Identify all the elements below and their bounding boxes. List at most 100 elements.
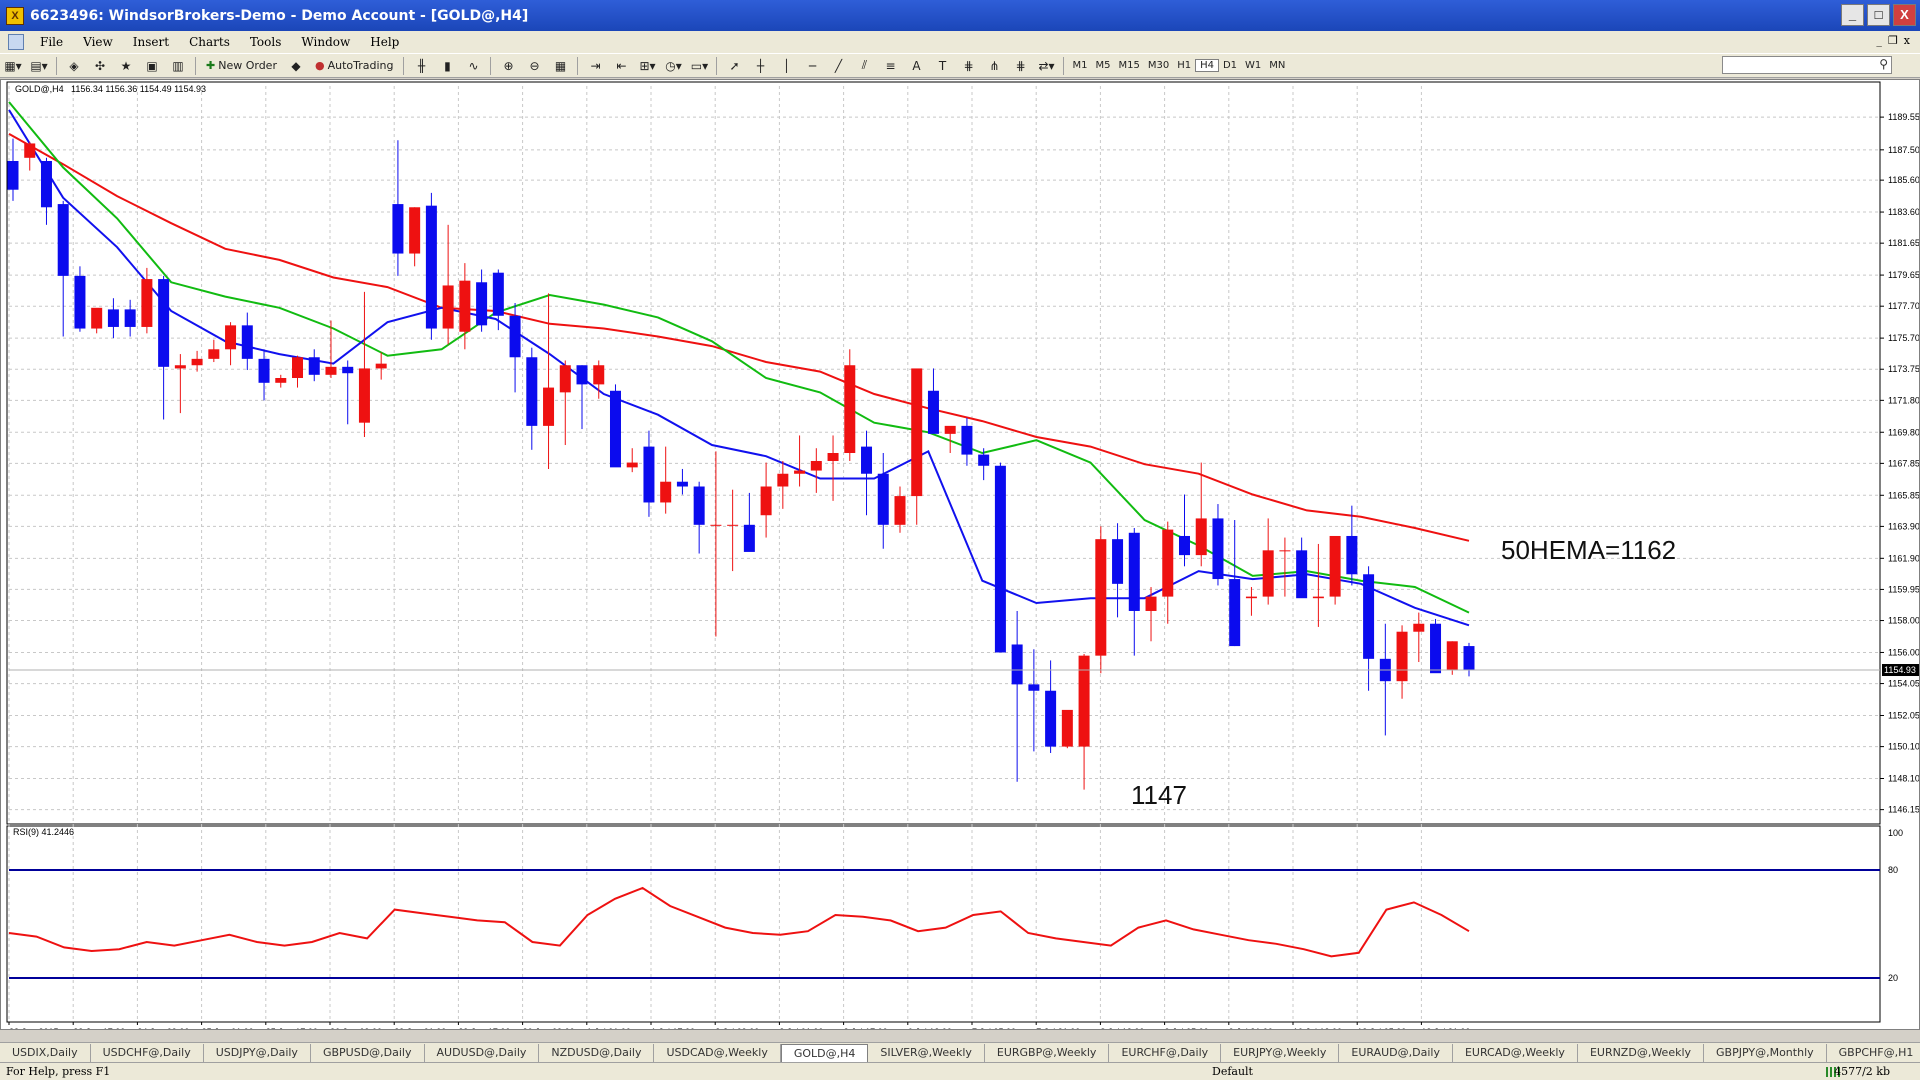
candle-body bbox=[978, 454, 990, 466]
chart-tab[interactable]: GOLD@,H4 bbox=[780, 1043, 869, 1062]
menu-window[interactable]: Window bbox=[301, 35, 351, 49]
timeframe-h4[interactable]: H4 bbox=[1195, 59, 1219, 72]
timeframe-d1[interactable]: D1 bbox=[1222, 60, 1238, 71]
chart-tab[interactable]: EURAUD@,Daily bbox=[1339, 1043, 1453, 1062]
profiles-icon[interactable]: ▤▾ bbox=[30, 58, 48, 73]
chart-tab[interactable]: EURGBP@,Weekly bbox=[985, 1043, 1110, 1062]
price-chart[interactable]: 1189.55 1187.50 1185.60 1183.60 1181.65 1179.… bbox=[1, 80, 1919, 1029]
chart-tab[interactable]: USDCHF@,Daily bbox=[91, 1043, 204, 1062]
timeframe-mn[interactable]: MN bbox=[1269, 60, 1286, 71]
menu-file[interactable]: File bbox=[40, 35, 64, 49]
bar-chart-icon[interactable]: ╫ bbox=[417, 58, 426, 73]
chart-tab[interactable]: GBPUSD@,Daily bbox=[311, 1043, 425, 1062]
candlestick-icon[interactable]: ▮ bbox=[444, 58, 451, 73]
fibonacci-icon[interactable]: ≡ bbox=[885, 58, 896, 73]
candle-body bbox=[342, 366, 354, 374]
chart-tab[interactable]: NZDUSD@,Daily bbox=[539, 1043, 655, 1062]
metaeditor-icon[interactable]: ◆ bbox=[291, 58, 301, 73]
data-window-icon[interactable]: ✣ bbox=[94, 58, 106, 73]
candle-body bbox=[1446, 641, 1458, 671]
chart-tab[interactable]: SILVER@,Weekly bbox=[868, 1043, 985, 1062]
toolbar: ▦▾ ▤▾ ◈ ✣ ★ ▣ ▥ ✚ New Order ◆ ● AutoTradin… bbox=[0, 53, 1920, 78]
navigator-icon[interactable]: ★ bbox=[120, 58, 132, 73]
text-label-icon[interactable]: T bbox=[938, 58, 947, 73]
candle bbox=[358, 291, 370, 438]
periods-icon[interactable]: ◷▾ bbox=[665, 58, 682, 73]
candle bbox=[911, 368, 923, 525]
chart-tab[interactable]: AUDUSD@,Daily bbox=[425, 1043, 540, 1062]
indicators-icon[interactable]: ⊞▾ bbox=[639, 58, 656, 73]
menu-charts[interactable]: Charts bbox=[189, 35, 230, 49]
crosshair-icon[interactable]: ┼ bbox=[756, 58, 765, 73]
equidistant-channel-icon[interactable]: ⫽ bbox=[861, 58, 868, 72]
low-annotation: 1147 bbox=[1131, 780, 1187, 810]
autotrading-button[interactable]: ● AutoTrading bbox=[311, 56, 398, 76]
chart-shift-icon[interactable]: ⇤ bbox=[616, 58, 627, 73]
terminal-icon[interactable]: ▣ bbox=[146, 58, 158, 73]
mdi-minimize-button[interactable]: _ bbox=[1876, 34, 1882, 47]
toolbar-separator bbox=[490, 56, 492, 75]
y-tick-label: 1148.10 bbox=[1888, 774, 1919, 784]
chart-tab[interactable]: USDJPY@,Daily bbox=[204, 1043, 311, 1062]
candle bbox=[191, 350, 203, 372]
chart-tab[interactable]: EURNZD@,Weekly bbox=[1578, 1043, 1705, 1062]
menu-tools[interactable]: Tools bbox=[249, 35, 282, 49]
fibo-channel-icon[interactable]: ⋕ bbox=[1015, 58, 1026, 73]
cursor-icon[interactable]: ➚ bbox=[729, 58, 740, 73]
candle-body bbox=[643, 446, 655, 503]
strategy-tester-icon[interactable]: ▥ bbox=[172, 58, 184, 73]
chart-window-icon[interactable] bbox=[8, 34, 24, 50]
candle-body bbox=[141, 279, 153, 327]
timeframe-m5[interactable]: M5 bbox=[1095, 60, 1111, 71]
zoom-out-icon[interactable]: ⊖ bbox=[529, 58, 540, 73]
timeframe-m15[interactable]: M15 bbox=[1118, 60, 1140, 71]
close-button[interactable]: X bbox=[1893, 4, 1916, 26]
chart-tab[interactable]: GBPJPY@,Monthly bbox=[1704, 1043, 1827, 1062]
chart-tab[interactable]: EURCAD@,Weekly bbox=[1453, 1043, 1578, 1062]
chart-tab[interactable]: USDIX,Daily bbox=[0, 1043, 91, 1062]
vertical-line-icon[interactable]: │ bbox=[782, 58, 791, 73]
status-profile[interactable]: Default bbox=[1212, 1065, 1253, 1078]
trendline-icon[interactable]: ╱ bbox=[834, 58, 843, 73]
chart-tab[interactable]: GBPCHF@,H1 bbox=[1827, 1044, 1920, 1062]
menu-insert[interactable]: Insert bbox=[132, 35, 170, 49]
candle-body bbox=[727, 524, 739, 526]
menu-view[interactable]: View bbox=[83, 35, 113, 49]
x-tick-label: 30 Jun 09:00 bbox=[523, 1027, 575, 1029]
auto-scroll-icon[interactable]: ⇥ bbox=[590, 58, 601, 73]
candle bbox=[225, 322, 237, 366]
candle-body bbox=[40, 160, 52, 208]
candle-body bbox=[225, 325, 237, 350]
mdi-controls: _ ❐ x bbox=[1876, 34, 1910, 47]
mdi-restore-button[interactable]: ❐ bbox=[1887, 34, 1898, 47]
gann-grid-icon[interactable]: ⋕ bbox=[963, 58, 974, 73]
maximize-button[interactable]: □ bbox=[1867, 4, 1890, 26]
market-watch-icon[interactable]: ◈ bbox=[69, 58, 79, 73]
timeframe-m30[interactable]: M30 bbox=[1147, 60, 1170, 71]
timeframe-m1[interactable]: M1 bbox=[1072, 60, 1088, 71]
new-order-button[interactable]: ✚ New Order bbox=[202, 56, 281, 76]
chart-tab[interactable]: EURJPY@,Weekly bbox=[1221, 1043, 1340, 1062]
new-chart-icon[interactable]: ▦▾ bbox=[4, 58, 22, 73]
timeframe-h1[interactable]: H1 bbox=[1177, 60, 1192, 71]
line-chart-icon[interactable]: ∿ bbox=[468, 58, 479, 73]
search-input[interactable]: ⚲ bbox=[1722, 56, 1892, 74]
zoom-in-icon[interactable]: ⊕ bbox=[503, 58, 514, 73]
tile-windows-icon[interactable]: ▦ bbox=[554, 58, 567, 73]
autotrading-icon: ● bbox=[314, 59, 325, 72]
chart-window[interactable]: 1189.55 1187.50 1185.60 1183.60 1181.65 1179.… bbox=[0, 79, 1920, 1030]
magnifier-icon[interactable]: ⚲ bbox=[1879, 57, 1888, 71]
menu-help[interactable]: Help bbox=[370, 35, 400, 49]
mdi-close-button[interactable]: x bbox=[1903, 34, 1910, 47]
text-icon[interactable]: A bbox=[912, 58, 921, 73]
minimize-button[interactable]: _ bbox=[1841, 4, 1864, 26]
chart-tab[interactable]: USDCAD@,Weekly bbox=[654, 1043, 781, 1062]
horizontal-line-icon[interactable]: ─ bbox=[808, 58, 817, 73]
y-tick-label: 1189.55 bbox=[1888, 112, 1919, 122]
timeframe-w1[interactable]: W1 bbox=[1245, 60, 1262, 71]
x-tick-label: 6 Jul 13:00 bbox=[908, 1027, 952, 1029]
chart-tab[interactable]: EURCHF@,Daily bbox=[1109, 1043, 1222, 1062]
arrows-icon[interactable]: ⇄▾ bbox=[1038, 58, 1055, 73]
templates-icon[interactable]: ▭▾ bbox=[690, 58, 709, 73]
fibo-fan-icon[interactable]: ⋔ bbox=[989, 58, 1000, 73]
